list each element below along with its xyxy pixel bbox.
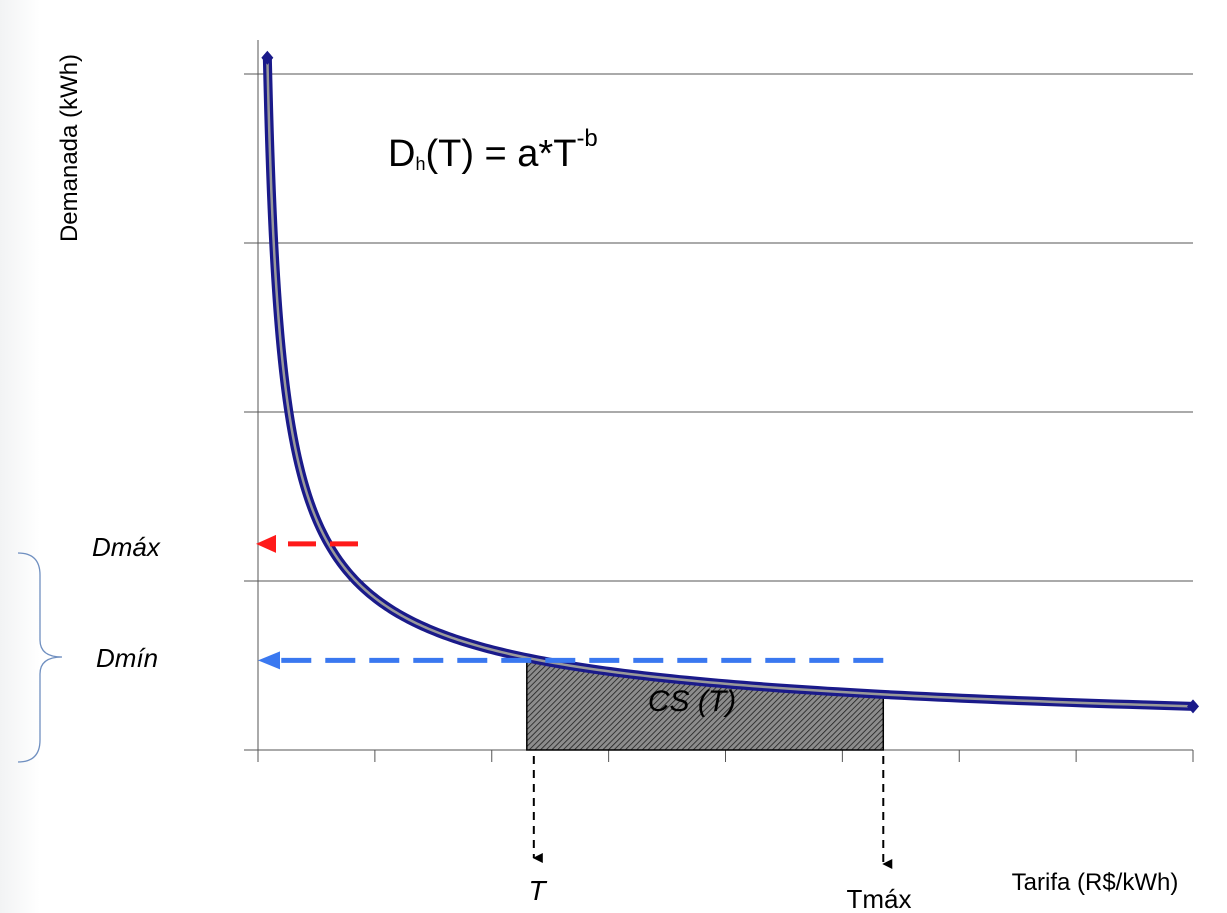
dmax-label: Dmáx (92, 532, 161, 562)
dmin-label: Dmín (96, 643, 158, 673)
t-label: T (528, 875, 547, 906)
equation-subscript: h (415, 154, 425, 174)
y-axis-label: Demanada (kWh) (56, 54, 83, 242)
demand-curve-line (266, 57, 1194, 708)
gridlines (258, 73, 1193, 582)
equation-superscript: -b (576, 125, 597, 152)
cs-label: CS (T) (648, 685, 736, 718)
x-axis-label: Tarifa (R$/kWh) (1012, 869, 1179, 896)
equation-main: (T) = a*T (425, 133, 576, 175)
annotation-arrows (256, 534, 893, 869)
equation-label: Dh(T) = a*T-b (388, 125, 598, 175)
dmax-arrowhead (256, 534, 276, 553)
dmin-arrowhead (258, 651, 280, 670)
curve-end-marker (1187, 699, 1199, 714)
tmax-label: Tmáx (847, 884, 912, 913)
slide-background (0, 0, 40, 913)
axes (244, 40, 1194, 762)
curve-end-marker (261, 50, 274, 65)
demand-curve (261, 50, 1199, 714)
equation-base: D (388, 133, 415, 175)
demand-range-brace (17, 552, 63, 763)
